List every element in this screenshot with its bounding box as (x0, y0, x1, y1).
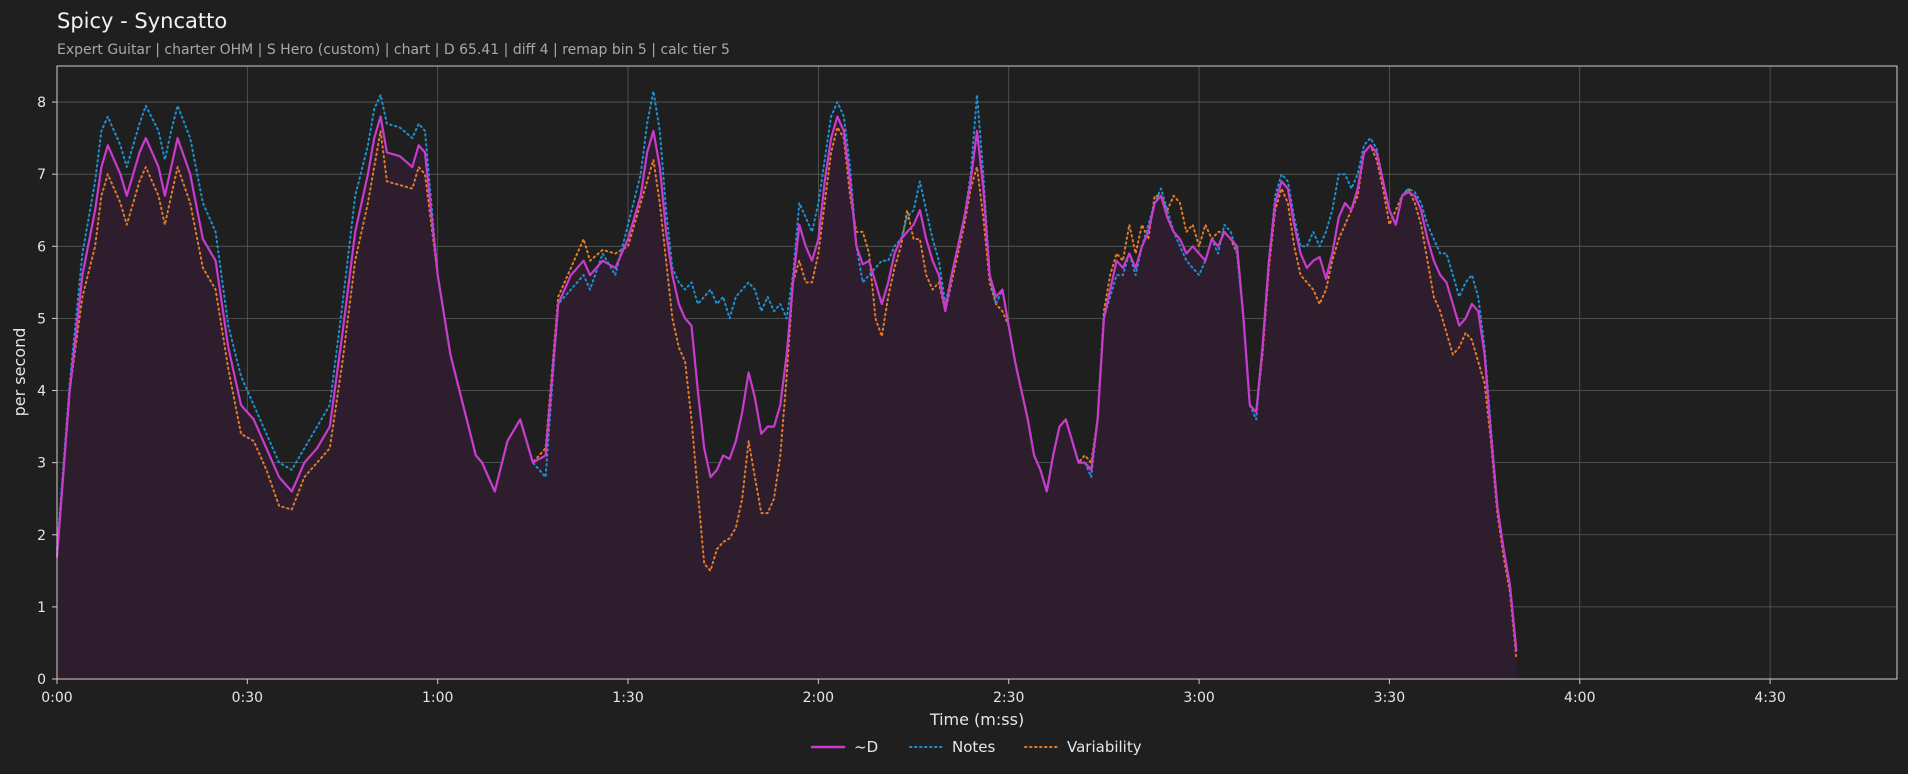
y-axis-label: per second (10, 328, 29, 417)
y-axis-ticks: 0 1 2 3 4 5 6 7 8 (37, 95, 57, 688)
plot-frame (56, 65, 1898, 680)
y-tick-label: 6 (37, 239, 46, 255)
y-tick-label: 4 (37, 384, 46, 400)
plot-area (55, 65, 1898, 680)
y-tick-label: 3 (37, 456, 46, 472)
x-tick-label: 4:30 (1754, 690, 1785, 706)
y-tick-label: 8 (37, 95, 46, 111)
chart-title: Spicy - Syncatto (57, 9, 227, 33)
legend-label: Notes (952, 738, 996, 756)
x-tick-label: 4:00 (1564, 690, 1595, 706)
x-axis-label: Time (m:ss) (929, 710, 1024, 729)
x-tick-label: 1:00 (422, 690, 453, 706)
x-tick-label: 0:00 (41, 690, 72, 706)
y-tick-label: 7 (37, 167, 46, 183)
x-tick-label: 3:00 (1183, 690, 1214, 706)
y-tick-label: 0 (37, 672, 46, 688)
series-layer (55, 90, 1518, 659)
chart-subtitle: Expert Guitar | charter OHM | S Hero (cu… (57, 42, 730, 58)
x-tick-label: 3:30 (1374, 690, 1405, 706)
series-variability-line (56, 126, 1518, 659)
area-fill (57, 116, 1517, 679)
legend: ~D Notes Variability (810, 738, 1142, 756)
legend-label: Variability (1067, 738, 1142, 756)
series-d-line (55, 115, 1518, 652)
y-tick-label: 1 (37, 600, 46, 616)
x-axis-ticks: 0:00 0:30 1:00 1:30 2:00 2:30 3:00 3:30 4:00 4:30 (41, 679, 1786, 706)
x-tick-label: 0:30 (232, 690, 263, 706)
legend-label: ~D (854, 738, 878, 756)
x-tick-label: 2:00 (803, 690, 834, 706)
x-tick-label: 2:30 (993, 690, 1024, 706)
y-tick-label: 5 (37, 311, 46, 327)
series-notes-line (56, 90, 1518, 652)
y-tick-label: 2 (37, 528, 46, 544)
x-tick-label: 1:30 (612, 690, 643, 706)
